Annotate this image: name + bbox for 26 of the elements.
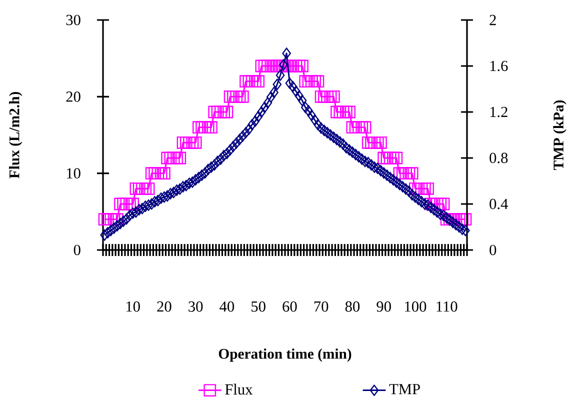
y-tick-label: 10 (66, 168, 80, 178)
y-tick-label: 20 (66, 92, 80, 102)
legend-label: Flux (225, 384, 253, 395)
x-axis-title: Operation time (min) (218, 348, 352, 362)
x-tick-label: 20 (157, 301, 172, 312)
x-tick-label: 80 (345, 301, 360, 312)
legend-label: TMP (389, 384, 420, 394)
x-tick-label: 90 (376, 301, 391, 312)
y-axis-title: Flux (L/m2.h) (9, 92, 22, 178)
y2-tick-label: 0.8 (490, 152, 508, 164)
x-tick-label: 70 (314, 301, 328, 312)
x-tick-label: 50 (252, 301, 266, 312)
y2-tick-label: 0 (490, 244, 496, 256)
y2-tick-label: 1.6 (490, 60, 508, 72)
x-tick-label: 60 (282, 301, 297, 312)
x-tick-label: 10 (126, 301, 140, 312)
x-tick-label: 110 (436, 301, 458, 312)
y2-axis-title: TMP (kPa) (553, 100, 566, 170)
x-tick-label: 40 (220, 301, 234, 312)
x-tick-label: 100 (405, 301, 426, 312)
y2-tick-label: 1.2 (490, 106, 508, 118)
y-tick-label: 0 (74, 244, 80, 256)
y2-tick-label: 2 (490, 14, 496, 26)
x-tick-label: 30 (188, 301, 203, 312)
y2-tick-label: 0.4 (490, 198, 508, 210)
y-tick-label: 30 (66, 14, 80, 26)
